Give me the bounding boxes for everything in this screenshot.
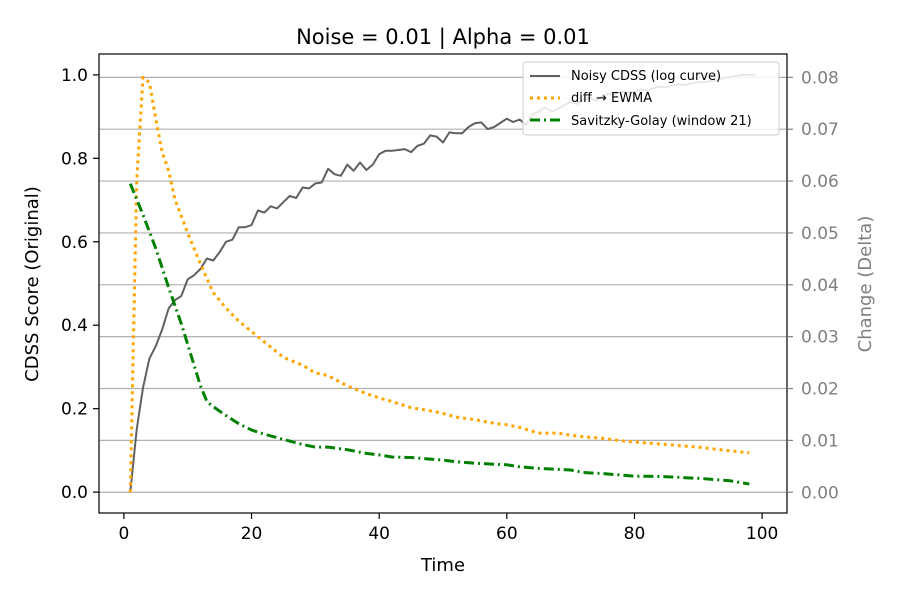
right-axis-label: Change (Delta) xyxy=(855,216,876,353)
left-tick-label-4: 0.8 xyxy=(61,149,88,169)
x-tick-label-0: 0 xyxy=(118,524,129,544)
left-tick-label-2: 0.4 xyxy=(61,316,88,336)
right-tick-label-5: 0.05 xyxy=(801,224,839,244)
series-savitzky-golay xyxy=(128,183,750,486)
left-tick-label-1: 0.2 xyxy=(61,400,88,420)
right-axis-ticks: 0.00 0.01 0.02 0.03 0.04 0.05 0.06 0.07 0.08 xyxy=(787,68,839,503)
plot-frame xyxy=(98,53,788,514)
right-tick-label-4: 0.04 xyxy=(801,276,839,296)
right-tick-label-2: 0.02 xyxy=(801,380,839,400)
legend: Noisy CDSS (log curve) diff → EWMA Savit… xyxy=(522,61,780,136)
right-tick-label-8: 0.08 xyxy=(801,68,839,88)
series-layer xyxy=(128,73,756,493)
x-tick-label-2: 40 xyxy=(368,524,390,544)
series-ewma xyxy=(128,75,750,493)
grid xyxy=(99,76,787,493)
left-axis-ticks: 0.0 0.2 0.4 0.6 0.8 1.0 xyxy=(61,66,99,503)
left-axis-label: CDSS Score (Original) xyxy=(22,186,43,382)
left-tick-label-0: 0.0 xyxy=(61,483,88,503)
x-tick-label-3: 60 xyxy=(496,524,518,544)
chart-title: Noise = 0.01 | Alpha = 0.01 xyxy=(296,25,590,50)
x-tick-label-4: 80 xyxy=(624,524,646,544)
right-tick-label-6: 0.06 xyxy=(801,172,839,192)
series-noisy-cdss xyxy=(129,73,756,493)
right-tick-label-3: 0.03 xyxy=(801,328,839,348)
x-axis-label: Time xyxy=(420,555,465,576)
right-tick-label-7: 0.07 xyxy=(801,120,839,140)
x-axis-ticks: 0 20 40 60 80 100 xyxy=(118,513,778,544)
left-tick-label-5: 1.0 xyxy=(61,66,88,86)
legend-label-noisy: Noisy CDSS (log curve) xyxy=(571,69,721,84)
x-tick-label-5: 100 xyxy=(746,524,778,544)
left-tick-label-3: 0.6 xyxy=(61,233,88,253)
legend-box xyxy=(522,61,780,136)
right-tick-label-1: 0.01 xyxy=(801,431,839,451)
x-tick-label-1: 20 xyxy=(241,524,263,544)
right-tick-label-0: 0.00 xyxy=(801,483,839,503)
legend-label-ewma: diff → EWMA xyxy=(571,91,652,106)
legend-label-savgol: Savitzky-Golay (window 21) xyxy=(571,114,752,129)
